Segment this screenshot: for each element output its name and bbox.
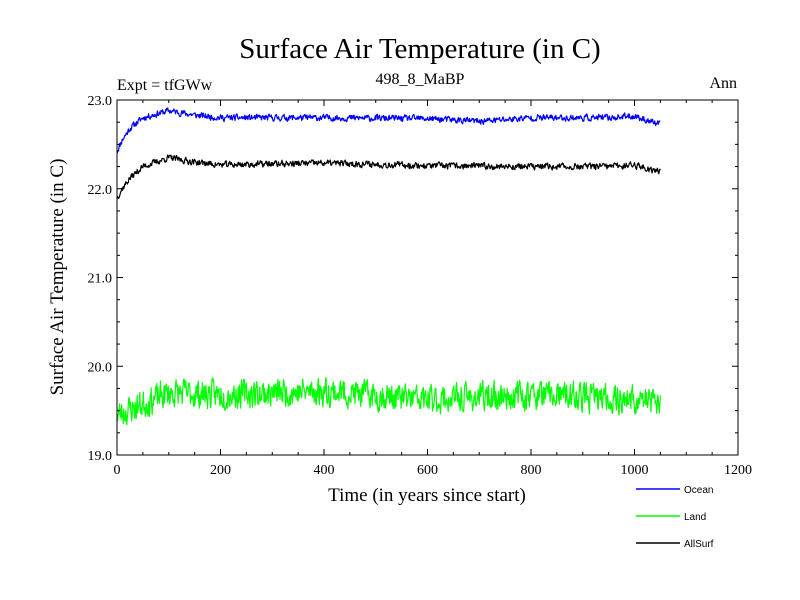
x-axis-label: Time (in years since start)	[328, 485, 526, 506]
experiment-label: Expt = tfGWw	[117, 77, 213, 94]
season-label: Ann	[709, 75, 737, 92]
legend-label-ocean: Ocean	[684, 485, 713, 496]
y-axis-label: Surface Air Temperature (in C)	[47, 159, 68, 396]
legend: Ocean Land AllSurf	[636, 485, 714, 550]
y-tick-label: 21.0	[88, 272, 113, 287]
series-line-allsurf	[116, 154, 661, 200]
x-tick-label: 0	[114, 463, 121, 478]
period-label: 498_8_MaBP	[376, 71, 465, 88]
x-tick-label: 400	[314, 463, 335, 478]
series-line-ocean	[116, 107, 661, 154]
legend-label-land: Land	[684, 512, 706, 523]
x-axis: 0 200 400 600 800 1000 1200	[114, 100, 752, 478]
y-axis: 19.0 20.0 21.0 22.0 23.0	[88, 94, 738, 464]
x-tick-label: 600	[417, 463, 438, 478]
series-line-land	[116, 376, 661, 426]
y-tick-label: 20.0	[88, 360, 113, 375]
x-tick-label: 200	[210, 463, 231, 478]
x-tick-label: 1200	[724, 463, 752, 478]
x-tick-label: 800	[521, 463, 542, 478]
y-tick-label: 22.0	[88, 183, 113, 198]
y-tick-label: 23.0	[88, 94, 113, 109]
series-lines	[116, 107, 661, 426]
x-tick-label: 1000	[621, 463, 649, 478]
legend-label-allsurf: AllSurf	[684, 539, 714, 550]
y-tick-label: 19.0	[88, 449, 113, 464]
chart-title: Surface Air Temperature (in C)	[239, 33, 600, 65]
